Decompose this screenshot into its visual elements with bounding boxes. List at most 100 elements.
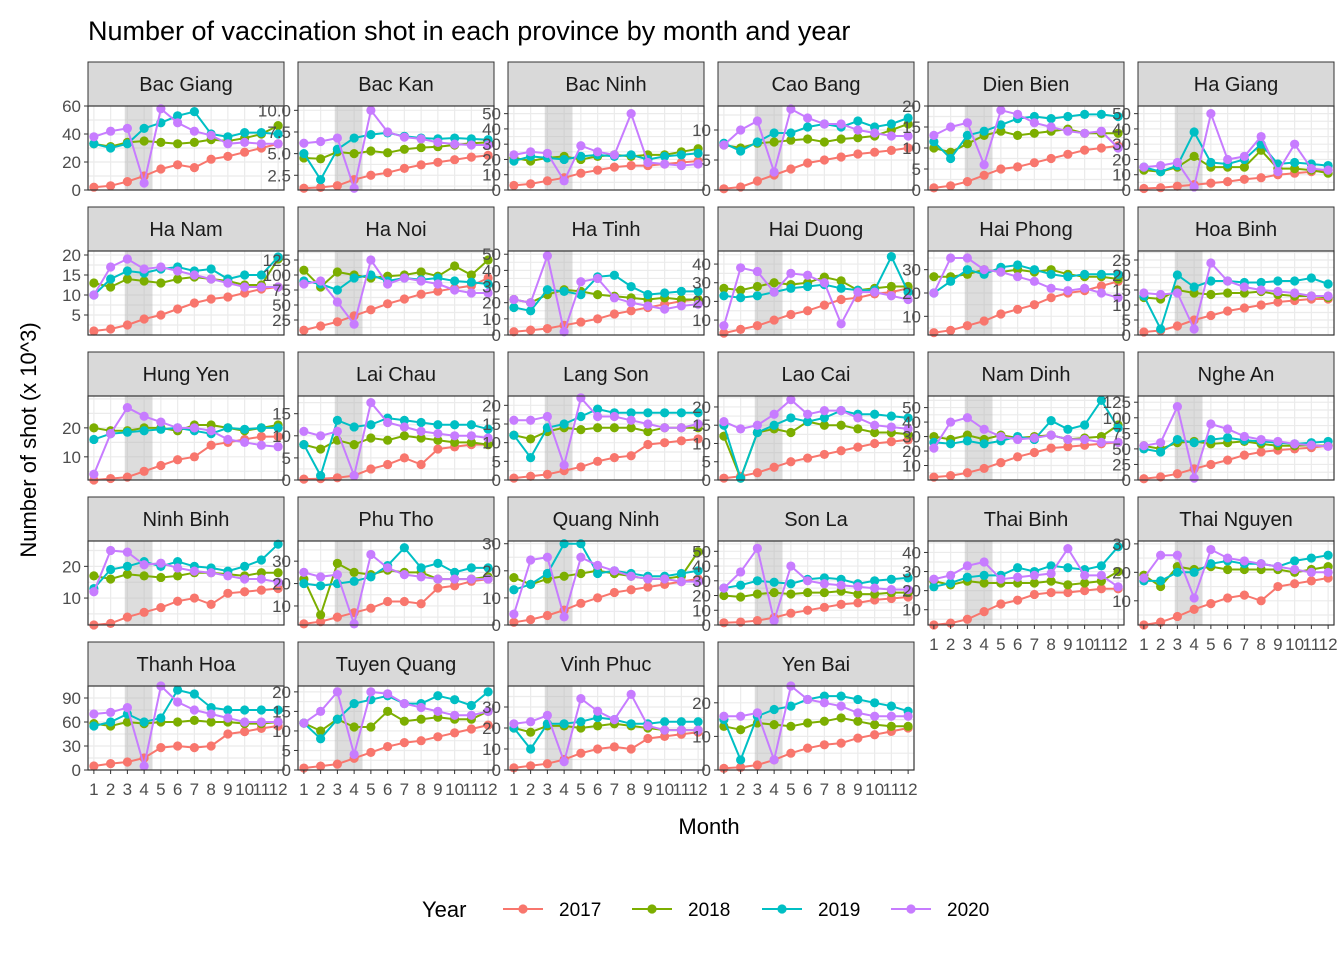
x-tick-label: 2	[1156, 635, 1165, 654]
panel-strip	[1137, 496, 1335, 542]
data-point-2019	[1063, 111, 1073, 122]
data-point-2020	[693, 419, 703, 429]
data-point-2018	[736, 592, 746, 602]
data-point-2020	[870, 420, 880, 430]
data-point-2019	[89, 434, 99, 445]
y-tick-label: 50	[482, 245, 501, 264]
data-point-2019	[643, 408, 653, 418]
y-tick-label: 10	[62, 448, 81, 467]
data-point-2018	[366, 722, 376, 732]
data-point-2019	[693, 408, 703, 418]
data-point-2020	[559, 327, 569, 337]
data-point-2017	[1256, 447, 1266, 457]
y-tick-label: 20	[482, 396, 501, 415]
data-point-2020	[559, 612, 569, 622]
data-point-2017	[1063, 149, 1073, 159]
data-point-2017	[1223, 306, 1233, 316]
panel-strip	[297, 351, 495, 397]
data-point-2020	[736, 424, 746, 434]
data-point-2017	[316, 761, 326, 771]
x-tick-label: 1	[929, 635, 938, 654]
data-point-2019	[466, 563, 476, 573]
data-point-2017	[206, 294, 216, 304]
data-point-2020	[1290, 439, 1300, 449]
data-point-2019	[256, 128, 266, 138]
data-point-2020	[593, 147, 603, 157]
data-point-2017	[433, 286, 443, 296]
x-tick-label: 3	[1173, 635, 1182, 654]
data-point-2017	[299, 183, 309, 193]
data-point-2019	[206, 703, 216, 713]
data-point-2020	[399, 273, 409, 283]
data-point-2018	[450, 261, 460, 271]
panel-strip	[927, 351, 1125, 397]
data-point-2020	[399, 570, 409, 580]
data-point-2019	[106, 717, 116, 727]
data-point-2018	[903, 721, 913, 731]
data-point-2017	[836, 738, 846, 748]
data-point-2020	[273, 442, 283, 452]
data-point-2017	[819, 740, 829, 750]
data-point-2018	[736, 725, 746, 735]
panel-title: Ha Noi	[365, 219, 426, 241]
data-point-2020	[1223, 553, 1233, 563]
data-point-2019	[1046, 269, 1056, 279]
y-tick-label: 20	[1112, 150, 1131, 169]
panel-title: Ninh Binh	[143, 509, 230, 531]
data-point-2017	[106, 618, 116, 629]
data-point-2020	[1172, 157, 1182, 168]
data-point-2020	[693, 159, 703, 169]
data-point-2020	[660, 574, 670, 584]
data-point-2019	[626, 281, 636, 292]
x-tick-label: 9	[1273, 635, 1282, 654]
data-point-2018	[316, 610, 326, 620]
panel-title: Lai Chau	[356, 364, 436, 386]
data-point-2017	[626, 585, 636, 595]
panel-title: Hai Phong	[979, 219, 1072, 241]
panel-title: Ha Tinh	[572, 219, 641, 241]
data-point-2020	[903, 711, 913, 721]
data-point-2019	[870, 409, 880, 419]
data-point-2017	[996, 458, 1006, 468]
data-point-2019	[676, 286, 686, 296]
data-point-2019	[576, 290, 586, 300]
data-point-2020	[1156, 550, 1166, 560]
x-tick-label: 4	[349, 780, 358, 799]
x-tick-label: 9	[433, 780, 442, 799]
data-point-2020	[1256, 285, 1266, 295]
data-point-2017	[526, 761, 536, 771]
data-point-2017	[576, 748, 586, 758]
data-point-2018	[836, 134, 846, 144]
data-point-2019	[609, 270, 619, 280]
data-point-2017	[223, 729, 233, 739]
data-point-2017	[996, 164, 1006, 174]
x-tick-label: 11	[1303, 635, 1321, 654]
data-point-2017	[819, 449, 829, 460]
data-point-2017	[660, 731, 670, 742]
x-tick-label: 12	[1109, 635, 1128, 654]
x-tick-label: 2	[946, 635, 955, 654]
data-point-2020	[316, 136, 326, 147]
panel-border	[927, 540, 1125, 626]
data-point-2017	[870, 147, 880, 157]
data-point-2019	[1306, 553, 1316, 563]
data-point-2017	[1256, 173, 1266, 183]
data-point-2020	[946, 253, 956, 263]
data-point-2019	[122, 427, 132, 437]
data-point-2017	[853, 149, 863, 159]
data-point-2018	[526, 727, 536, 737]
y-tick-label: 15	[62, 266, 81, 285]
data-point-2020	[996, 574, 1006, 584]
data-point-2020	[1256, 559, 1266, 569]
data-point-2019	[676, 568, 686, 579]
data-point-2017	[189, 452, 199, 462]
data-point-2019	[769, 704, 779, 715]
data-point-2020	[643, 574, 653, 584]
data-point-2020	[593, 706, 603, 716]
y-tick-label: 30	[902, 428, 921, 447]
data-point-2020	[206, 568, 216, 578]
y-tick-label: 40	[692, 255, 711, 274]
y-tick-label: 30	[692, 274, 711, 293]
data-point-2020	[156, 558, 166, 568]
